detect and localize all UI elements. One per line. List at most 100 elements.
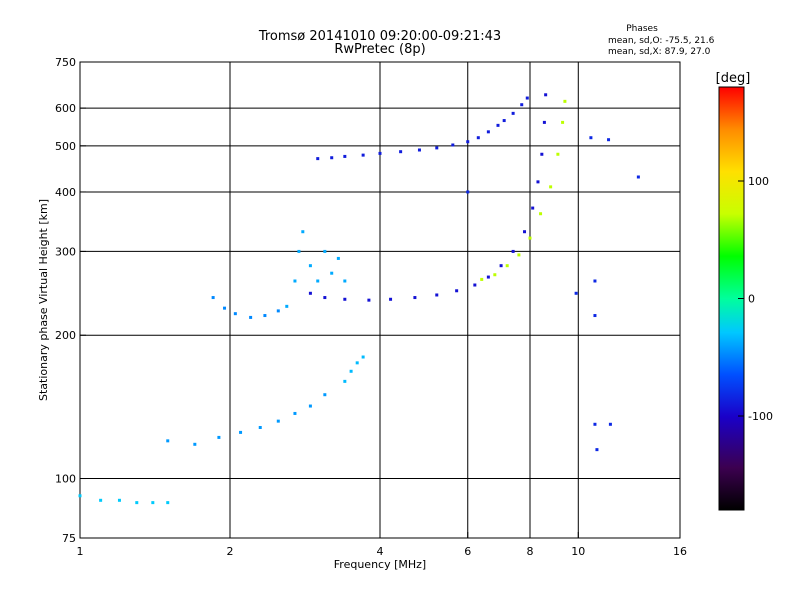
data-point <box>297 249 301 253</box>
data-point <box>413 296 417 300</box>
data-point <box>276 309 280 313</box>
stats-o: mean, sd,O: -75.5, 21.6 <box>608 36 715 46</box>
data-point <box>636 175 640 179</box>
colorbar-label: [deg] <box>716 71 751 86</box>
data-point <box>466 190 470 194</box>
data-point <box>117 498 121 502</box>
data-point <box>308 404 312 408</box>
data-point <box>258 425 262 429</box>
data-point <box>417 148 421 152</box>
x-tick-label: 1 <box>77 545 84 558</box>
data-point <box>451 143 455 147</box>
data-point <box>343 379 347 383</box>
data-point <box>531 206 535 210</box>
data-point <box>455 289 459 293</box>
data-point <box>607 138 611 142</box>
data-point <box>493 273 497 277</box>
colorbar-tick-label: 0 <box>748 293 755 306</box>
x-tick-label: 10 <box>571 545 585 558</box>
data-point <box>608 422 612 426</box>
data-point <box>308 291 312 295</box>
data-point <box>549 185 553 189</box>
y-axis-label: Stationary phase Virtual Height [km] <box>37 199 50 401</box>
data-point <box>505 264 509 268</box>
data-point <box>544 93 548 97</box>
colorbar-ticks: 100 0 -100 <box>738 175 773 423</box>
data-point <box>193 442 197 446</box>
data-point <box>542 120 546 124</box>
axis-ticks: 1 2 4 6 8 10 16 75 100 200 300 400 500 600 750 <box>55 56 687 558</box>
y-tick-label: 300 <box>55 245 76 258</box>
data-point <box>595 448 599 452</box>
data-point <box>361 355 365 359</box>
data-point <box>517 253 521 257</box>
y-tick-label: 750 <box>55 56 76 69</box>
data-point <box>389 297 393 301</box>
data-point <box>593 314 597 318</box>
y-tick-label: 100 <box>55 473 76 486</box>
stats-x: mean, sd,X: 87.9, 27.0 <box>608 47 711 57</box>
data-point <box>323 393 327 397</box>
data-point <box>301 230 305 234</box>
y-tick-label: 75 <box>62 532 76 545</box>
data-point <box>330 271 334 275</box>
colorbar-tick-label: 100 <box>748 175 769 188</box>
data-point <box>528 236 532 240</box>
y-tick-label: 600 <box>55 102 76 115</box>
data-point <box>499 264 503 268</box>
data-point <box>211 296 215 300</box>
data-point <box>480 277 484 281</box>
data-point <box>135 501 139 505</box>
data-point <box>561 120 565 124</box>
chart-subtitle: RwPretec (8p) <box>334 42 425 57</box>
data-point <box>540 152 544 156</box>
data-point <box>523 230 527 234</box>
chart-title: Tromsø 20141010 09:20:00-09:21:43 <box>258 29 501 44</box>
data-point <box>593 279 597 283</box>
data-point <box>249 315 253 319</box>
data-point <box>336 256 340 260</box>
y-tick-label: 400 <box>55 186 76 199</box>
x-axis-label: Frequency [MHz] <box>334 558 426 571</box>
data-point <box>323 249 327 253</box>
data-point <box>223 306 227 310</box>
colorbar-tick-label: -100 <box>748 410 773 423</box>
data-point <box>525 96 529 100</box>
x-tick-label: 2 <box>227 545 234 558</box>
x-tick-label: 4 <box>377 545 384 558</box>
data-point <box>435 146 439 150</box>
data-point <box>589 136 593 140</box>
data-point <box>239 430 243 434</box>
data-point <box>166 439 170 443</box>
data-point <box>539 212 543 216</box>
data-point <box>316 279 320 283</box>
data-point <box>293 279 297 283</box>
x-tick-label: 6 <box>464 545 471 558</box>
data-point <box>343 297 347 301</box>
data-point <box>556 152 560 156</box>
stats-header: Phases <box>626 24 658 34</box>
data-point <box>520 103 524 107</box>
data-point <box>574 291 578 295</box>
data-point <box>593 422 597 426</box>
data-point <box>330 156 334 160</box>
data-point <box>349 369 353 373</box>
x-tick-label: 8 <box>527 545 534 558</box>
data-point <box>323 296 327 300</box>
data-point <box>378 151 382 155</box>
y-tick-label: 200 <box>55 329 76 342</box>
data-point <box>502 119 506 123</box>
data-point <box>166 501 170 505</box>
data-point <box>536 180 540 184</box>
data-point <box>486 130 490 134</box>
data-point <box>511 111 515 115</box>
data-point <box>293 411 297 415</box>
data-point <box>367 298 371 302</box>
data-point <box>263 314 267 318</box>
data-point <box>217 435 221 439</box>
data-point <box>496 123 500 127</box>
data-point <box>435 293 439 297</box>
data-point <box>486 275 490 279</box>
data-point <box>563 99 567 103</box>
